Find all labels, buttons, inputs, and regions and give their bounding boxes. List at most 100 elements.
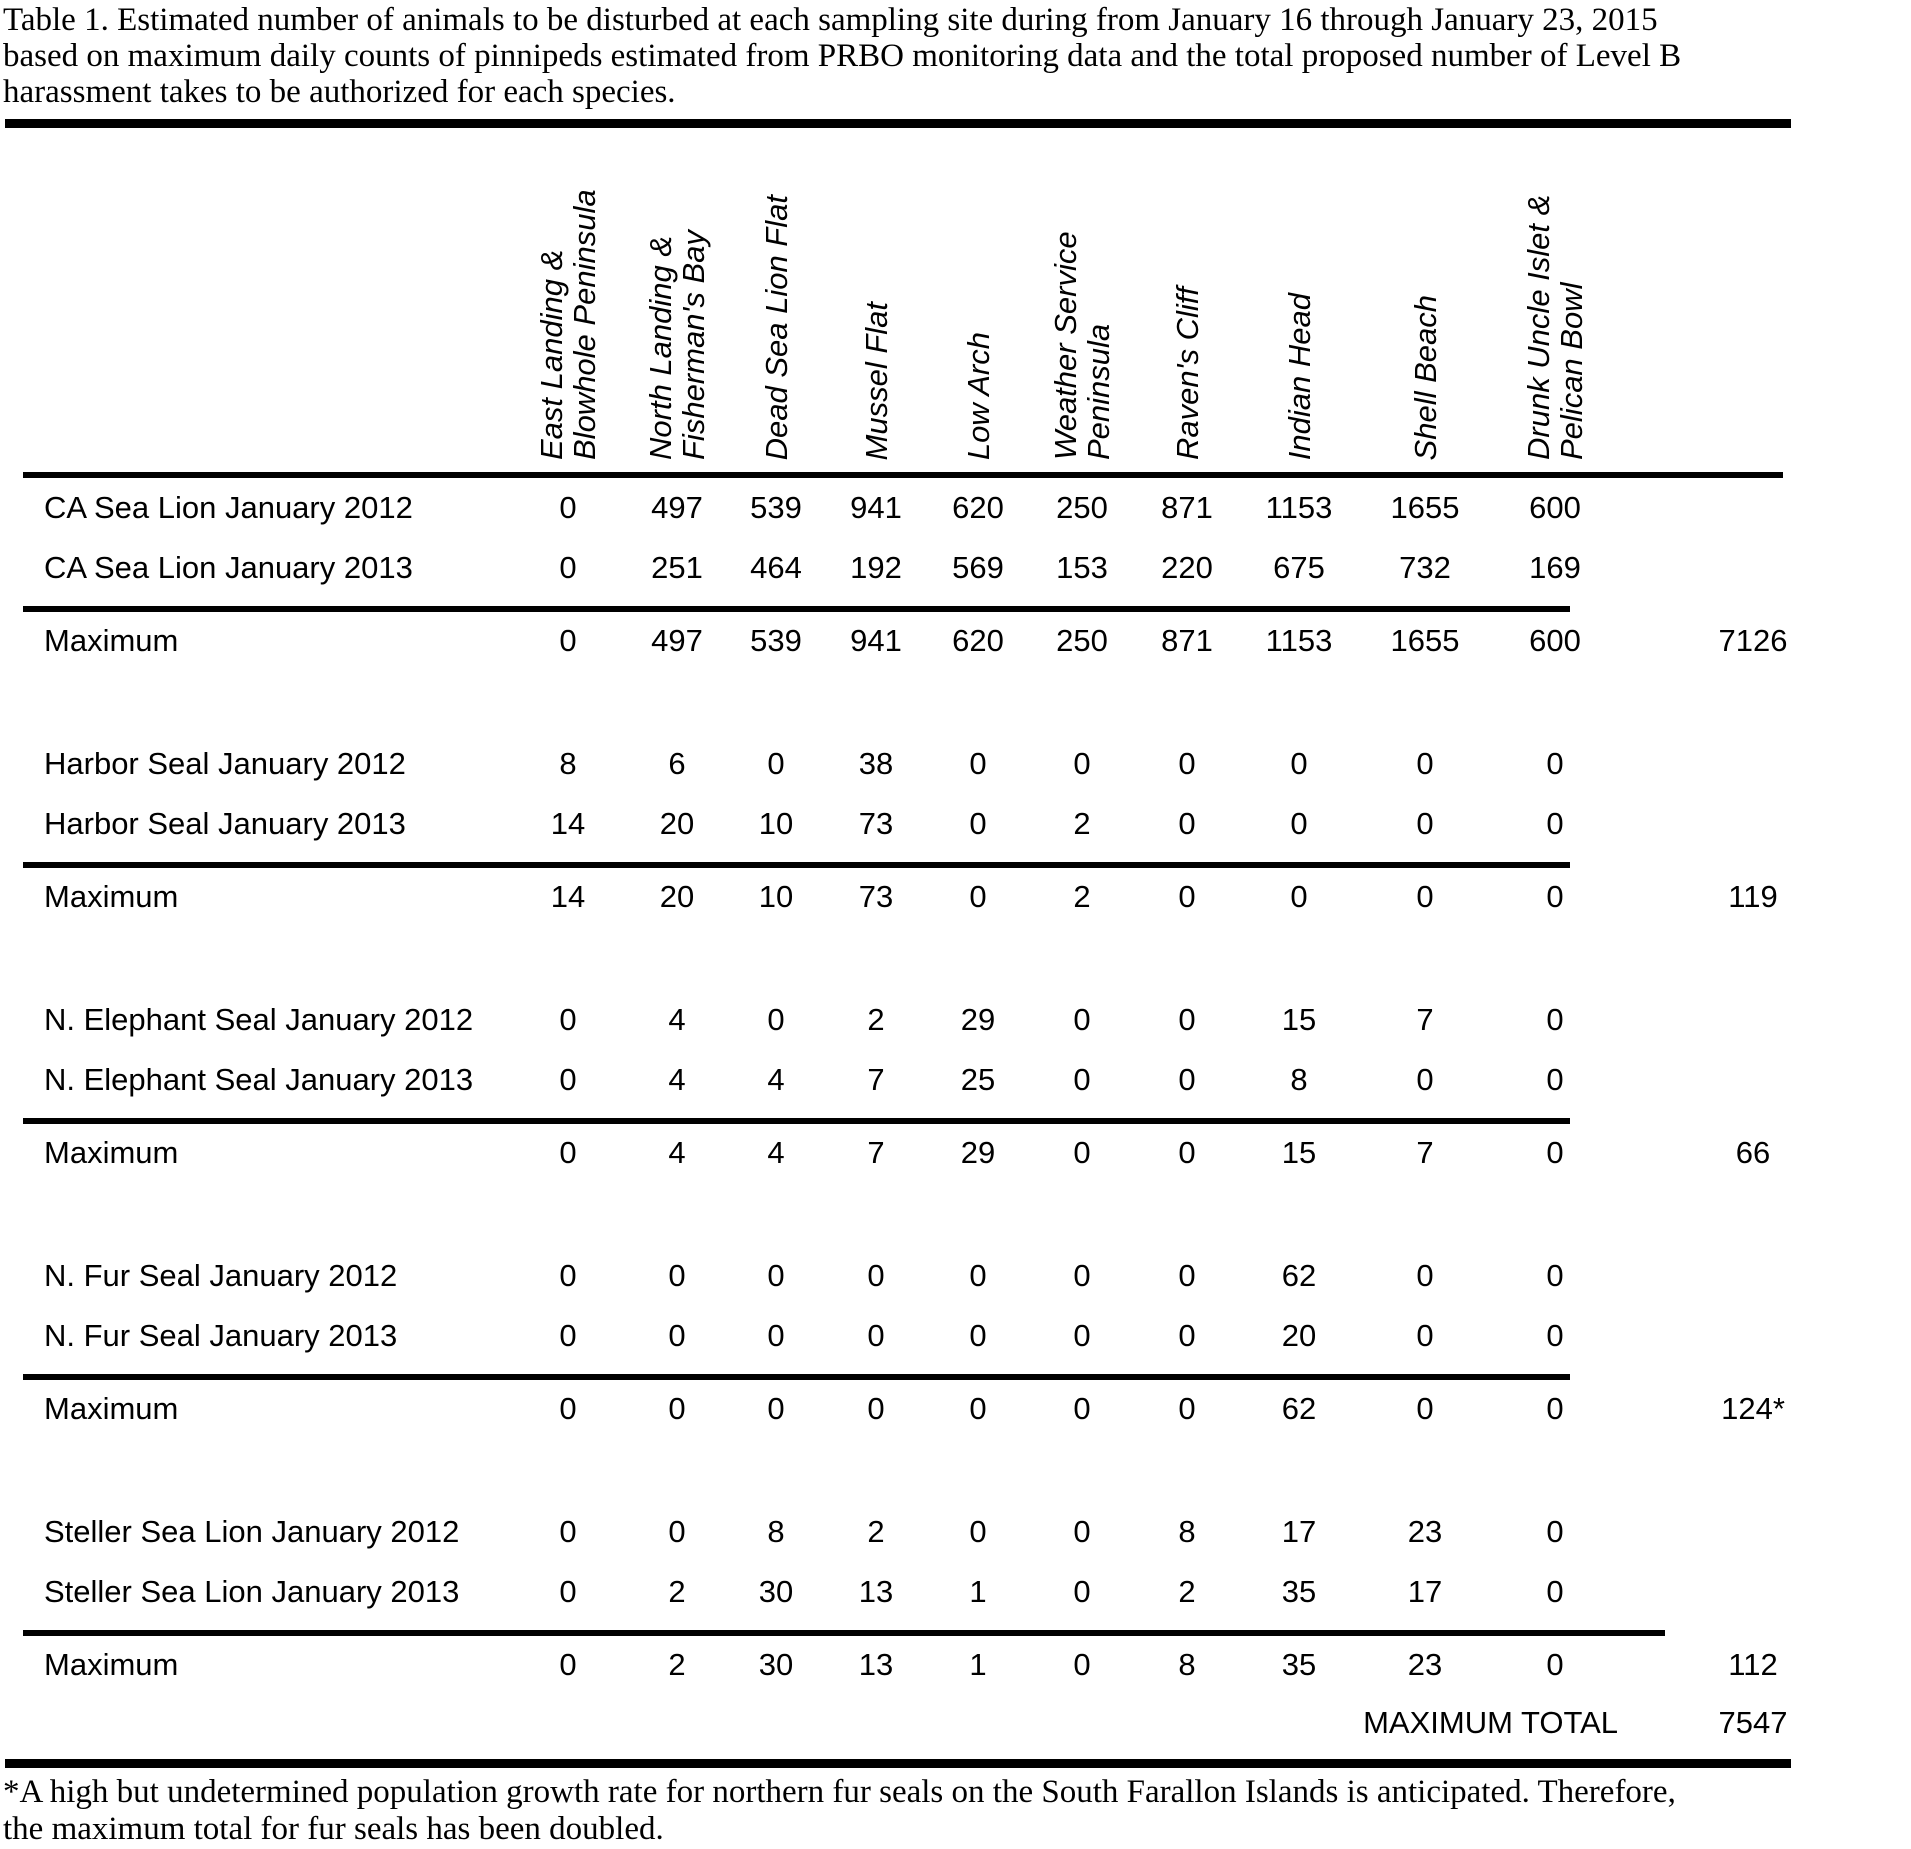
species-total: 119 bbox=[1728, 879, 1778, 914]
count-cell: 251 bbox=[651, 550, 703, 585]
grand-total-value: 7547 bbox=[1718, 1705, 1788, 1740]
footnote-line: *A high but undetermined population grow… bbox=[3, 1774, 1676, 1810]
count-cell: 0 bbox=[1073, 1391, 1091, 1426]
count-cell: 497 bbox=[651, 623, 703, 658]
section-rule bbox=[23, 1118, 1570, 1124]
count-cell: 0 bbox=[1416, 1318, 1434, 1353]
row-label: Maximum bbox=[44, 1647, 179, 1682]
count-cell: 732 bbox=[1399, 550, 1451, 585]
count-cell: 0 bbox=[559, 490, 577, 525]
count-cell: 0 bbox=[867, 1318, 885, 1353]
site-header-label: Raven's Cliff bbox=[1169, 286, 1205, 460]
count-cell: 8 bbox=[1178, 1514, 1196, 1549]
count-cell: 0 bbox=[668, 1391, 686, 1426]
count-cell: 250 bbox=[1056, 490, 1108, 525]
count-cell: 13 bbox=[858, 1574, 894, 1609]
count-cell: 0 bbox=[1178, 1391, 1196, 1426]
count-cell: 25 bbox=[960, 1062, 996, 1097]
section-harbor-seal: Harbor Seal January 2012 8 6 0 38 0 0 0 … bbox=[0, 734, 1911, 990]
count-cell: 10 bbox=[758, 879, 794, 914]
section-rule bbox=[23, 1630, 1665, 1636]
count-cell: 2 bbox=[668, 1647, 686, 1682]
section-spacer bbox=[0, 1438, 1911, 1502]
maximum-row: Maximum 0 0 0 0 0 0 0 62 0 0 124* bbox=[8, 1380, 1888, 1438]
count-cell: 464 bbox=[750, 550, 802, 585]
count-cell: 0 bbox=[559, 1391, 577, 1426]
section-ca-sea-lion: CA Sea Lion January 2012 0 497 539 941 6… bbox=[0, 478, 1911, 734]
count-cell: 0 bbox=[767, 1391, 785, 1426]
grand-total-row: MAXIMUM TOTAL 7547 bbox=[8, 1694, 1888, 1752]
site-header: Mussel Flat bbox=[826, 128, 926, 472]
count-cell: 7 bbox=[1416, 1002, 1434, 1037]
row-label: Harbor Seal January 2013 bbox=[44, 806, 406, 841]
count-cell: 0 bbox=[1178, 746, 1196, 781]
species-total: 112 bbox=[1728, 1647, 1778, 1682]
row-label: CA Sea Lion January 2012 bbox=[44, 490, 413, 525]
count-cell: 29 bbox=[960, 1002, 996, 1037]
count-cell: 62 bbox=[1281, 1391, 1317, 1426]
count-cell: 0 bbox=[767, 1258, 785, 1293]
maximum-row: Maximum 0 4 4 7 29 0 0 15 7 0 66 bbox=[8, 1124, 1888, 1182]
count-cell: 0 bbox=[668, 1258, 686, 1293]
species-total: 124* bbox=[1721, 1391, 1785, 1426]
count-cell: 0 bbox=[1178, 1135, 1196, 1170]
count-cell: 871 bbox=[1161, 623, 1213, 658]
count-cell: 0 bbox=[1416, 1258, 1434, 1293]
count-cell: 10 bbox=[758, 806, 794, 841]
top-rule bbox=[5, 119, 1791, 128]
count-cell: 0 bbox=[1416, 1062, 1434, 1097]
row-label: Steller Sea Lion January 2012 bbox=[44, 1514, 460, 1549]
section-steller-sea-lion: Steller Sea Lion January 2012 0 0 8 2 0 … bbox=[0, 1502, 1911, 1694]
count-cell: 13 bbox=[858, 1647, 894, 1682]
count-cell: 600 bbox=[1529, 490, 1581, 525]
count-cell: 0 bbox=[1073, 746, 1091, 781]
count-cell: 0 bbox=[1290, 746, 1308, 781]
count-cell: 73 bbox=[858, 879, 894, 914]
count-cell: 15 bbox=[1281, 1135, 1317, 1170]
grand-total-label: MAXIMUM TOTAL bbox=[1363, 1705, 1618, 1740]
count-cell: 539 bbox=[750, 490, 802, 525]
count-cell: 6 bbox=[668, 746, 686, 781]
table-row: CA Sea Lion January 2012 0 497 539 941 6… bbox=[8, 478, 1888, 538]
count-cell: 7 bbox=[867, 1135, 885, 1170]
count-cell: 0 bbox=[767, 746, 785, 781]
count-cell: 1 bbox=[969, 1574, 987, 1609]
count-cell: 169 bbox=[1529, 550, 1581, 585]
site-header-label: Weather Service Peninsula bbox=[1048, 231, 1116, 460]
site-header: Shell Beach bbox=[1358, 128, 1492, 472]
count-cell: 23 bbox=[1407, 1514, 1443, 1549]
count-cell: 0 bbox=[1073, 1574, 1091, 1609]
count-cell: 30 bbox=[758, 1647, 794, 1682]
count-cell: 2 bbox=[867, 1002, 885, 1037]
site-header-label: Shell Beach bbox=[1407, 294, 1443, 460]
table-row: Steller Sea Lion January 2012 0 0 8 2 0 … bbox=[8, 1502, 1888, 1562]
maximum-row: Maximum 0 2 30 13 1 0 8 35 23 0 112 bbox=[8, 1636, 1888, 1694]
count-cell: 0 bbox=[1073, 1062, 1091, 1097]
count-cell: 2 bbox=[1178, 1574, 1196, 1609]
count-cell: 4 bbox=[668, 1062, 686, 1097]
count-cell: 0 bbox=[767, 1002, 785, 1037]
section-n-fur-seal: N. Fur Seal January 2012 0 0 0 0 0 0 0 6… bbox=[0, 1246, 1911, 1502]
count-cell: 0 bbox=[867, 1391, 885, 1426]
count-cell: 20 bbox=[659, 806, 695, 841]
count-cell: 0 bbox=[1073, 1514, 1091, 1549]
count-cell: 0 bbox=[767, 1318, 785, 1353]
table-row: N. Fur Seal January 2013 0 0 0 0 0 0 0 2… bbox=[8, 1306, 1888, 1366]
count-cell: 4 bbox=[668, 1002, 686, 1037]
count-cell: 62 bbox=[1281, 1258, 1317, 1293]
count-cell: 0 bbox=[867, 1258, 885, 1293]
count-cell: 0 bbox=[1546, 746, 1564, 781]
caption-line: Table 1. Estimated number of animals to … bbox=[3, 2, 1658, 38]
site-header: Dead Sea Lion Flat bbox=[726, 128, 826, 472]
count-cell: 0 bbox=[559, 623, 577, 658]
count-cell: 0 bbox=[1073, 1135, 1091, 1170]
count-cell: 14 bbox=[550, 806, 586, 841]
site-header: North Landing & Fisherman's Bay bbox=[628, 128, 726, 472]
count-cell: 73 bbox=[858, 806, 894, 841]
count-cell: 4 bbox=[767, 1062, 785, 1097]
count-cell: 0 bbox=[969, 746, 987, 781]
row-label: N. Elephant Seal January 2013 bbox=[44, 1062, 474, 1097]
table-row: Steller Sea Lion January 2013 0 2 30 13 … bbox=[8, 1562, 1888, 1622]
count-cell: 14 bbox=[550, 879, 586, 914]
count-cell: 0 bbox=[559, 550, 577, 585]
